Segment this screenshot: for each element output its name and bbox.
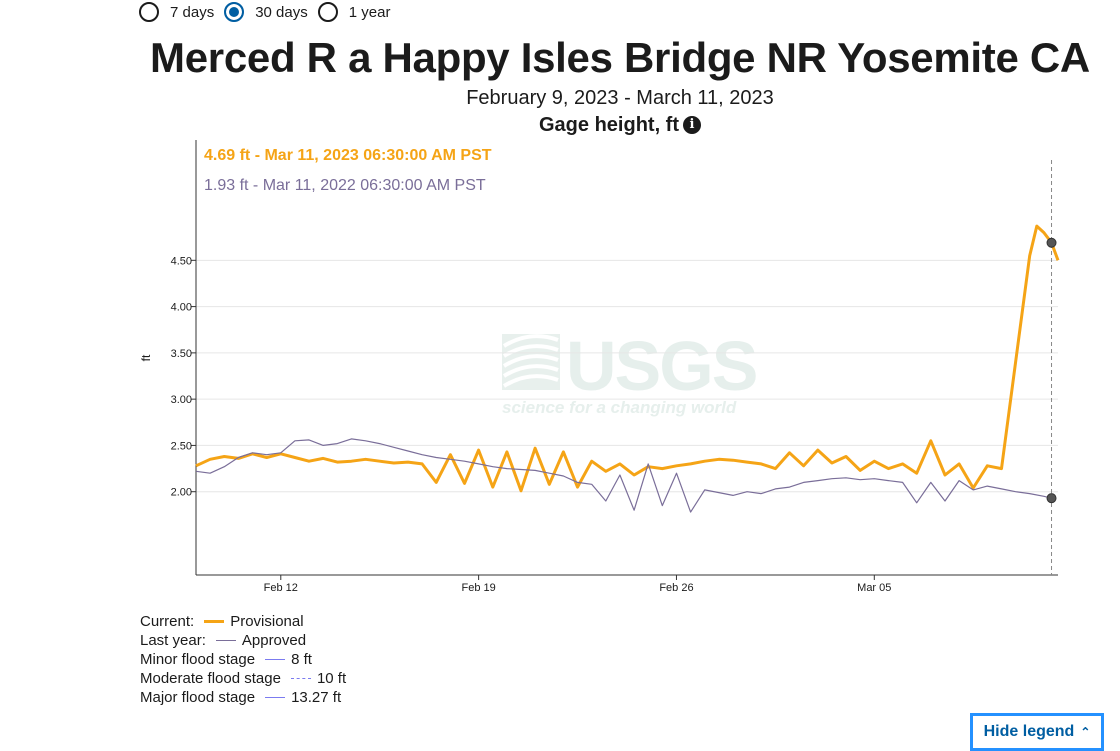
radio-7-days-circle[interactable] xyxy=(139,2,159,22)
radio-7-days-label[interactable]: 7 days xyxy=(170,3,215,21)
legend-minor-flood-swatch xyxy=(265,659,286,660)
y-tick-label: 2.00 xyxy=(171,487,192,499)
legend-minor-flood-value: 8 ft xyxy=(291,651,312,668)
legend-major-flood-swatch xyxy=(265,697,286,698)
legend-moderate-flood-label: Moderate flood stage xyxy=(140,670,281,687)
x-tick-label: Feb 19 xyxy=(461,582,495,594)
radio-7-days[interactable]: 7 days xyxy=(139,2,214,22)
tooltip-last-year: 1.93 ft - Mar 11, 2022 06:30:00 AM PST xyxy=(204,177,486,194)
y-tick-label: 4.50 xyxy=(171,255,192,267)
radio-1-year[interactable]: 1 year xyxy=(317,2,391,22)
series-line-last_year xyxy=(195,438,1052,513)
legend-row-moderate-flood: Moderate flood stage 10 ft xyxy=(140,669,346,688)
usgs-watermark-tagline: science for a changing world xyxy=(502,398,737,417)
cursor-point-last_year xyxy=(1046,493,1057,504)
hide-legend-label[interactable]: Hide legend xyxy=(983,723,1075,740)
date-range-subtitle: February 9, 2023 - March 11, 2023 xyxy=(466,87,774,109)
y-axis-label: ft xyxy=(139,354,153,361)
legend-moderate-flood-value: 10 ft xyxy=(316,670,347,687)
tooltip-current: 4.69 ft - Mar 11, 2023 06:30:00 AM PST xyxy=(204,147,492,164)
legend-current-item: Provisional xyxy=(230,613,304,630)
legend-current-label: Current: xyxy=(140,613,195,630)
radio-1-year-label[interactable]: 1 year xyxy=(348,3,391,21)
radio-30-days[interactable]: 30 days xyxy=(224,2,308,22)
parameter-label: Gage height, ft xyxy=(539,114,679,136)
parameter-title: Gage height, ft i xyxy=(120,114,1120,137)
cursor-point-current xyxy=(1046,237,1057,248)
site-title: Merced R a Happy Isles Bridge NR Yosemit… xyxy=(150,34,1090,81)
chart-legend: Current: Provisional Last year: Approved… xyxy=(140,612,346,707)
cursor-points xyxy=(1046,237,1057,504)
x-axis: Feb 12 Feb 19 Feb 26 Mar 05 xyxy=(264,575,891,594)
legend-row-current: Current: Provisional xyxy=(140,612,346,631)
series-line-current xyxy=(195,224,1060,493)
legend-last-year-item: Approved xyxy=(241,632,307,649)
legend-current-swatch xyxy=(204,620,225,623)
y-tick-label: 2.50 xyxy=(171,440,192,452)
usgs-watermark-logo: USGS xyxy=(566,327,756,405)
y-axis: 2.00 2.50 3.00 3.50 4.00 4.50 xyxy=(171,255,196,499)
chevron-up-icon: ⌃ xyxy=(1080,725,1091,739)
chart-series xyxy=(195,224,1060,513)
legend-row-minor-flood: Minor flood stage 8 ft xyxy=(140,650,346,669)
x-tick-label: Feb 12 xyxy=(264,582,298,594)
x-tick-label: Mar 05 xyxy=(857,582,891,594)
legend-moderate-flood-swatch xyxy=(290,678,311,679)
y-tick-label: 3.50 xyxy=(171,348,192,360)
legend-major-flood-value: 13.27 ft xyxy=(291,689,342,706)
x-tick-label: Feb 26 xyxy=(659,582,693,594)
radio-30-days-label[interactable]: 30 days xyxy=(255,3,308,21)
y-tick-label: 3.00 xyxy=(171,394,192,406)
y-tick-label: 4.00 xyxy=(171,302,192,314)
radio-30-days-circle[interactable] xyxy=(224,2,245,22)
usgs-watermark: USGS science for a changing world xyxy=(502,327,758,417)
info-icon[interactable]: i xyxy=(683,116,701,134)
legend-row-last-year: Last year: Approved xyxy=(140,631,346,650)
hide-legend-button[interactable]: Hide legend ⌃ xyxy=(970,713,1104,751)
legend-major-flood-label: Major flood stage xyxy=(140,689,256,706)
legend-last-year-label: Last year: xyxy=(140,632,206,649)
legend-last-year-swatch xyxy=(215,640,236,641)
radio-1-year-circle[interactable] xyxy=(317,2,338,22)
legend-row-major-flood: Major flood stage 13.27 ft xyxy=(140,688,346,707)
time-range-selector: 7 days 30 days 1 year xyxy=(139,2,400,22)
usgs-wave-icon xyxy=(502,334,560,390)
legend-minor-flood-label: Minor flood stage xyxy=(140,651,256,668)
